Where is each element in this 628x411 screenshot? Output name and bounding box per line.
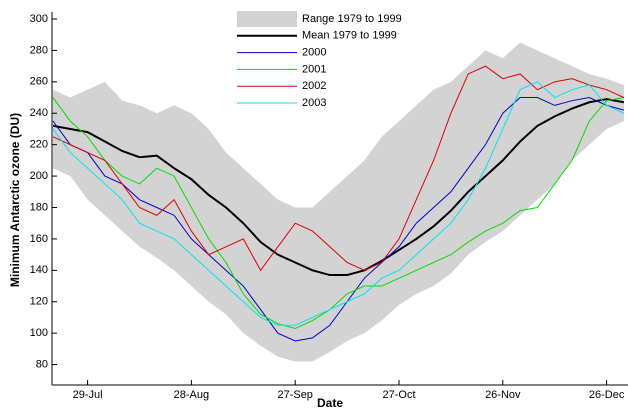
series-line	[52, 97, 624, 329]
y-axis-label: Minimum Antarctic ozone (DU)	[8, 113, 22, 287]
y-tick-label: 160	[30, 233, 48, 245]
x-tick-label: 28-Aug	[174, 389, 209, 401]
range-band	[53, 42, 624, 362]
y-tick-label: 120	[30, 296, 48, 308]
x-tick-label: 29-Jul	[73, 389, 103, 401]
y-tick-label: 100	[30, 327, 48, 339]
y-tick-label: 280	[30, 44, 48, 56]
y-tick-label: 180	[30, 201, 48, 213]
legend-label: 2001	[302, 63, 326, 75]
legend-label: 2000	[302, 47, 326, 59]
x-tick-label: 27-Oct	[382, 389, 415, 401]
series-line	[52, 98, 625, 277]
y-tick-label: 260	[30, 76, 48, 88]
y-tick-label: 240	[30, 107, 48, 119]
y-tick-label: 220	[30, 139, 48, 151]
y-tick-label: 200	[30, 170, 48, 182]
y-tick-label: 140	[30, 264, 48, 276]
x-axis-label: Date	[317, 396, 343, 410]
x-tick-label: 26-Nov	[485, 389, 521, 401]
y-tick-label: 300	[30, 13, 48, 25]
legend-swatch	[237, 11, 297, 27]
y-tick-label: 80	[36, 358, 48, 370]
series-line	[52, 65, 625, 272]
series-line	[52, 81, 625, 326]
x-tick-label: 26-Dec	[589, 389, 625, 401]
legend-label: Range 1979 to 1999	[302, 13, 402, 25]
x-tick-label: 27-Sep	[277, 389, 312, 401]
legend-label: Mean 1979 to 1999	[302, 30, 397, 42]
series-line	[52, 97, 625, 342]
legend-label: 2002	[302, 80, 326, 92]
legend-label: 2003	[302, 97, 326, 109]
